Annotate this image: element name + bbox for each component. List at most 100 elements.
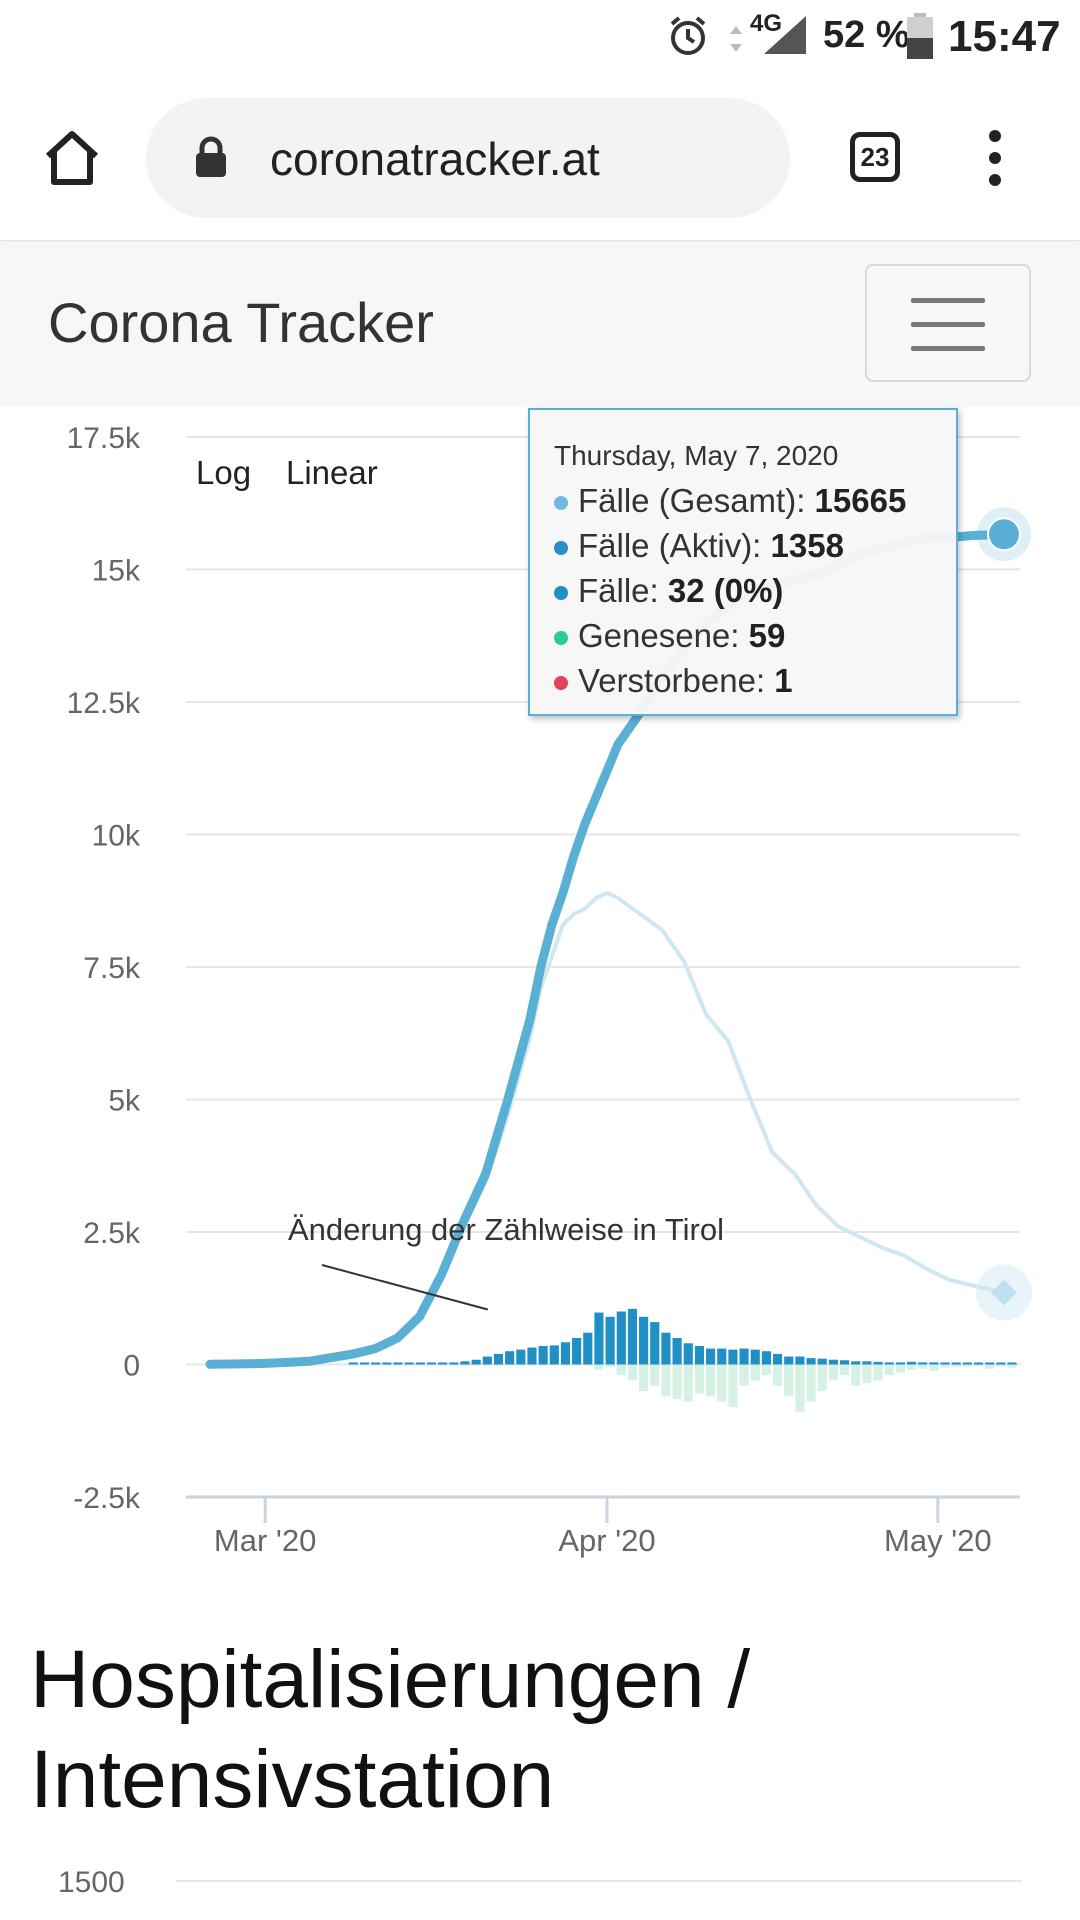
new-cases-bar <box>572 1338 582 1365</box>
home-icon[interactable] <box>42 128 102 188</box>
new-cases-bar <box>683 1343 693 1365</box>
recovered-bar <box>851 1364 861 1386</box>
new-cases-bar <box>627 1308 638 1365</box>
browser-toolbar: coronatracker.at 23 <box>0 80 1080 241</box>
y-tick-label: 0 <box>123 1350 140 1383</box>
new-cases-bar <box>895 1362 905 1365</box>
y-tick-label: 7.5k <box>83 952 141 985</box>
url-text: coronatracker.at <box>270 133 600 185</box>
recovered-bar <box>605 1364 615 1368</box>
chart2-y-tick: 1500 <box>58 1866 125 1899</box>
hamburger-bar <box>911 346 985 351</box>
tooltip-label: Genesene: <box>578 617 749 654</box>
recovered-bar <box>873 1364 883 1381</box>
recovered-bar <box>672 1364 682 1399</box>
new-cases-bar <box>639 1316 649 1365</box>
new-cases-bar <box>761 1351 771 1365</box>
new-cases-bar <box>728 1349 738 1365</box>
new-cases-bar <box>650 1322 660 1365</box>
new-cases-bar <box>973 1362 984 1365</box>
recovered-bar <box>862 1364 872 1384</box>
active-point-marker[interactable] <box>991 1279 1017 1306</box>
chart-tooltip: Thursday, May 7, 2020 Fälle (Gesamt): 15… <box>528 408 958 716</box>
recovered-bar <box>884 1364 894 1376</box>
new-cases-bar <box>661 1332 671 1365</box>
recovered-bar <box>985 1364 995 1369</box>
y-tick-label: 12.5k <box>67 687 141 720</box>
new-cases-bar <box>851 1361 861 1365</box>
recovered-bar <box>772 1364 783 1386</box>
total-point-marker[interactable] <box>987 517 1021 552</box>
total-dot-icon <box>554 496 568 511</box>
x-tick-label: Apr '20 <box>558 1523 655 1558</box>
tooltip-label: Verstorbene: <box>578 662 775 699</box>
menu-dots-icon[interactable] <box>980 128 1010 188</box>
new-cases-bar <box>371 1362 381 1365</box>
site-brand[interactable]: Corona Tracker <box>48 291 434 354</box>
nav-toggle-button[interactable] <box>865 264 1031 382</box>
recovered-bar <box>806 1364 816 1402</box>
new-cases-bar <box>482 1356 492 1365</box>
new-cases-bar <box>404 1362 414 1365</box>
recovered-bar <box>895 1364 905 1373</box>
recovered-bar <box>951 1364 961 1368</box>
y-tick-label: 10k <box>92 820 141 853</box>
recovered-bar <box>728 1364 738 1407</box>
address-bar[interactable]: coronatracker.at <box>146 98 790 218</box>
tooltip-value: 15665 <box>814 482 907 519</box>
new-cases-bar <box>784 1356 794 1365</box>
clock: 15:47 <box>948 12 1061 61</box>
recovered-bar <box>962 1364 972 1367</box>
new-cases-bar <box>828 1359 838 1365</box>
new-cases-bar <box>505 1351 515 1365</box>
recovered-bar <box>639 1364 649 1391</box>
new-cases-bar <box>873 1361 883 1365</box>
tooltip-row-total: Fälle (Gesamt): 15665 <box>554 482 906 520</box>
new-cases-bar <box>516 1349 526 1365</box>
recovered-bar <box>616 1364 626 1376</box>
new-cases-bar <box>717 1348 727 1365</box>
tooltip-value: 32 (0%) <box>667 572 784 609</box>
new-cases-bar <box>594 1312 604 1365</box>
recovered-bar <box>828 1364 838 1381</box>
alarm-icon <box>670 16 706 55</box>
data-arrows-icon <box>730 26 742 52</box>
recovered-bar <box>918 1364 928 1369</box>
new-cases-dot-icon <box>554 586 568 601</box>
new-cases-bar <box>415 1362 425 1365</box>
log-scale-button[interactable]: Log <box>196 454 251 491</box>
new-cases-bar <box>862 1361 872 1365</box>
new-cases-bar <box>672 1338 682 1365</box>
recovered-bar <box>683 1364 693 1402</box>
x-tick-label: May '20 <box>884 1523 992 1558</box>
recovered-bar <box>795 1364 805 1413</box>
hamburger-bar <box>911 322 985 327</box>
tooltip-value: 1358 <box>770 527 844 564</box>
new-cases-bar <box>616 1311 626 1365</box>
new-cases-bar <box>906 1361 917 1365</box>
tooltip-row-active: Fälle (Aktiv): 1358 <box>554 527 844 565</box>
new-cases-bar <box>583 1332 593 1365</box>
recovered-bar <box>594 1364 604 1370</box>
recovered-bar <box>739 1364 749 1386</box>
deaths-dot-icon <box>554 676 568 691</box>
recovered-bar <box>661 1364 671 1397</box>
recovered-bar <box>784 1364 794 1397</box>
status-bar: 4G 52 % 15:47 <box>0 0 1080 80</box>
recovered-bar <box>761 1364 771 1376</box>
linear-scale-button[interactable]: Linear <box>286 454 378 491</box>
new-cases-bar <box>951 1362 961 1365</box>
new-cases-bar <box>918 1362 928 1365</box>
x-tick-label: Mar '20 <box>214 1523 316 1558</box>
tooltip-value: 1 <box>774 662 793 699</box>
section-title: Hospitalisierungen / Intensivstation <box>30 1634 751 1825</box>
y-tick-label: 15k <box>92 555 141 588</box>
tooltip-date: Thursday, May 7, 2020 <box>554 440 839 471</box>
tab-switcher-button[interactable]: 23 <box>850 132 900 182</box>
new-cases-bar <box>795 1356 805 1365</box>
new-cases-bar <box>348 1362 358 1365</box>
new-cases-bar <box>549 1345 559 1365</box>
new-cases-bar <box>382 1362 392 1365</box>
new-cases-bar <box>962 1362 972 1365</box>
recovered-bar <box>996 1364 1006 1367</box>
